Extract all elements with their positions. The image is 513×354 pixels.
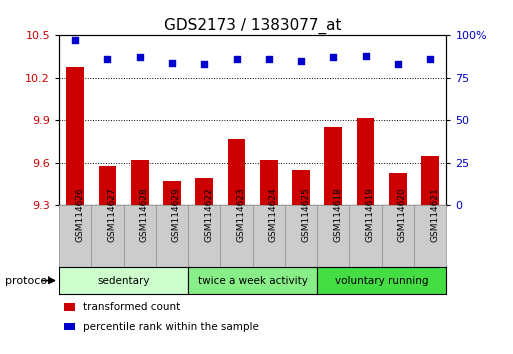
Point xyxy=(200,62,208,67)
Text: GSM114624: GSM114624 xyxy=(269,187,278,242)
Point xyxy=(394,62,402,67)
Bar xyxy=(421,156,439,205)
Bar xyxy=(260,160,278,205)
Bar xyxy=(98,166,116,205)
Bar xyxy=(163,181,181,205)
Text: GSM114621: GSM114621 xyxy=(430,187,439,242)
Text: GSM114628: GSM114628 xyxy=(140,187,149,242)
Point xyxy=(168,60,176,65)
Text: GSM114626: GSM114626 xyxy=(75,187,84,242)
Text: GSM114629: GSM114629 xyxy=(172,187,181,242)
Point xyxy=(426,56,435,62)
Text: GSM114625: GSM114625 xyxy=(301,187,310,242)
Bar xyxy=(195,178,213,205)
Point xyxy=(329,55,338,60)
Point xyxy=(362,53,370,59)
Text: GSM114627: GSM114627 xyxy=(107,187,116,242)
Bar xyxy=(292,170,310,205)
Text: percentile rank within the sample: percentile rank within the sample xyxy=(83,321,259,332)
Text: protocol: protocol xyxy=(5,275,50,286)
Text: GSM114618: GSM114618 xyxy=(333,187,342,242)
Title: GDS2173 / 1383077_at: GDS2173 / 1383077_at xyxy=(164,18,342,34)
Point xyxy=(265,56,273,62)
Point xyxy=(297,58,305,64)
Bar xyxy=(66,67,84,205)
Text: GSM114620: GSM114620 xyxy=(398,187,407,242)
Point xyxy=(232,56,241,62)
Text: voluntary running: voluntary running xyxy=(335,275,428,286)
Text: GSM114622: GSM114622 xyxy=(204,187,213,242)
Text: sedentary: sedentary xyxy=(97,275,150,286)
Bar xyxy=(228,139,245,205)
Bar xyxy=(357,118,374,205)
Text: GSM114623: GSM114623 xyxy=(236,187,246,242)
Text: GSM114619: GSM114619 xyxy=(366,187,374,242)
Point xyxy=(71,38,79,43)
Bar xyxy=(131,160,149,205)
Text: twice a week activity: twice a week activity xyxy=(198,275,308,286)
Text: transformed count: transformed count xyxy=(83,302,181,312)
Bar xyxy=(324,127,342,205)
Point xyxy=(103,56,111,62)
Bar xyxy=(389,173,407,205)
Point xyxy=(135,55,144,60)
